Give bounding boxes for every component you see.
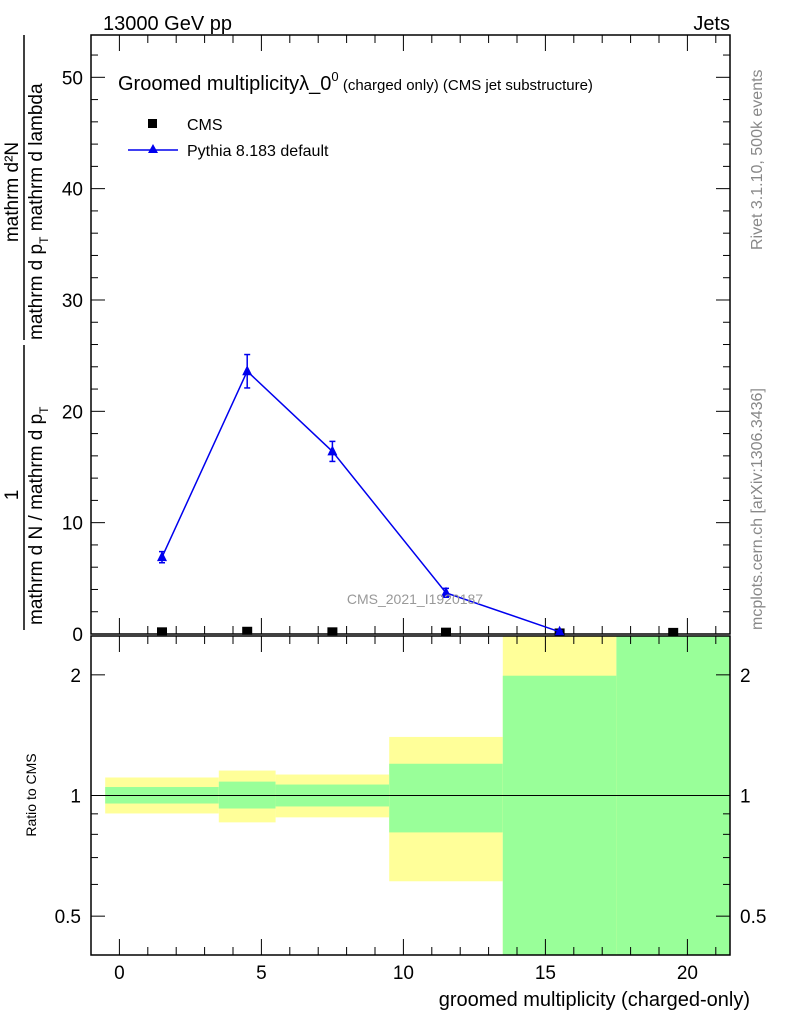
cms-point [441, 627, 451, 636]
ylabel-den1: mathrm d N / mathrm d pT [26, 406, 51, 625]
stat-uncertainty-band [502, 675, 617, 955]
legend: CMS Pythia 8.183 default [128, 117, 329, 160]
plot-title: Groomed multiplicityλ_00 (charged only) … [118, 69, 593, 95]
y-tick-label: 40 [62, 180, 83, 201]
main-panel: 0 10 20 30 40 50 [62, 34, 731, 646]
ylabel-num1: 1 [2, 490, 23, 501]
y-axis-label: 1 mathrm d N / mathrm d pT mathrm d²N ma… [2, 35, 51, 630]
x-tick-label: 0 [114, 963, 125, 984]
ratio-panel: 0.5 0.51 12 20 5 10 15 20 [55, 635, 766, 984]
y-tick-label: 30 [62, 291, 83, 312]
ratio-y-tick-label-right: 2 [740, 666, 751, 687]
ratio-y-tick-label-right: 1 [740, 787, 751, 808]
header-left: 13000 GeV pp [103, 13, 232, 35]
pythia-point [441, 586, 451, 597]
x-tick-label: 15 [535, 963, 556, 984]
ylabel-den2: mathrm d pT mathrm d lambda [26, 83, 51, 340]
legend-cms-label: CMS [187, 117, 223, 134]
pythia-point [242, 365, 253, 376]
header-right: Jets [693, 13, 730, 35]
y-tick-label: 10 [62, 514, 83, 535]
y-tick-label: 20 [62, 402, 83, 423]
watermark: CMS_2021_I1920187 [347, 591, 483, 607]
cms-point [668, 627, 679, 636]
ratio-y-tick-label: 1 [70, 787, 81, 808]
rivet-label: Rivet 3.1.10, 500k events [749, 69, 766, 250]
ratio-y-tick-label: 2 [70, 666, 81, 687]
legend-pythia-marker [148, 144, 158, 153]
stat-uncertainty-band [389, 763, 503, 833]
y-tick-label: 0 [72, 625, 83, 646]
x-tick-label: 20 [677, 963, 698, 984]
cms-point [157, 627, 167, 636]
legend-pythia-label: Pythia 8.183 default [187, 143, 329, 160]
x-tick-label: 10 [393, 963, 414, 984]
y-tick-label: 50 [62, 68, 83, 89]
ratio-y-tick-label-right: 0.5 [740, 907, 766, 928]
pythia-point [157, 551, 167, 562]
mcplots-label: mcplots.cern.ch [arXiv:1306.3436] [749, 388, 766, 630]
x-tick-label: 5 [256, 963, 267, 984]
ratio-y-tick-label: 0.5 [55, 907, 81, 928]
cms-point [242, 626, 253, 635]
x-axis-label: groomed multiplicity (charged-only) [439, 989, 750, 1011]
pythia-point [327, 445, 338, 456]
pythia-point [554, 625, 565, 636]
main-frame [90, 34, 731, 635]
legend-cms-marker [148, 119, 157, 128]
cms-point [327, 627, 338, 636]
ylabel-num2: mathrm d²N [2, 142, 23, 242]
ratio-ylabel: Ratio to CMS [23, 753, 39, 836]
